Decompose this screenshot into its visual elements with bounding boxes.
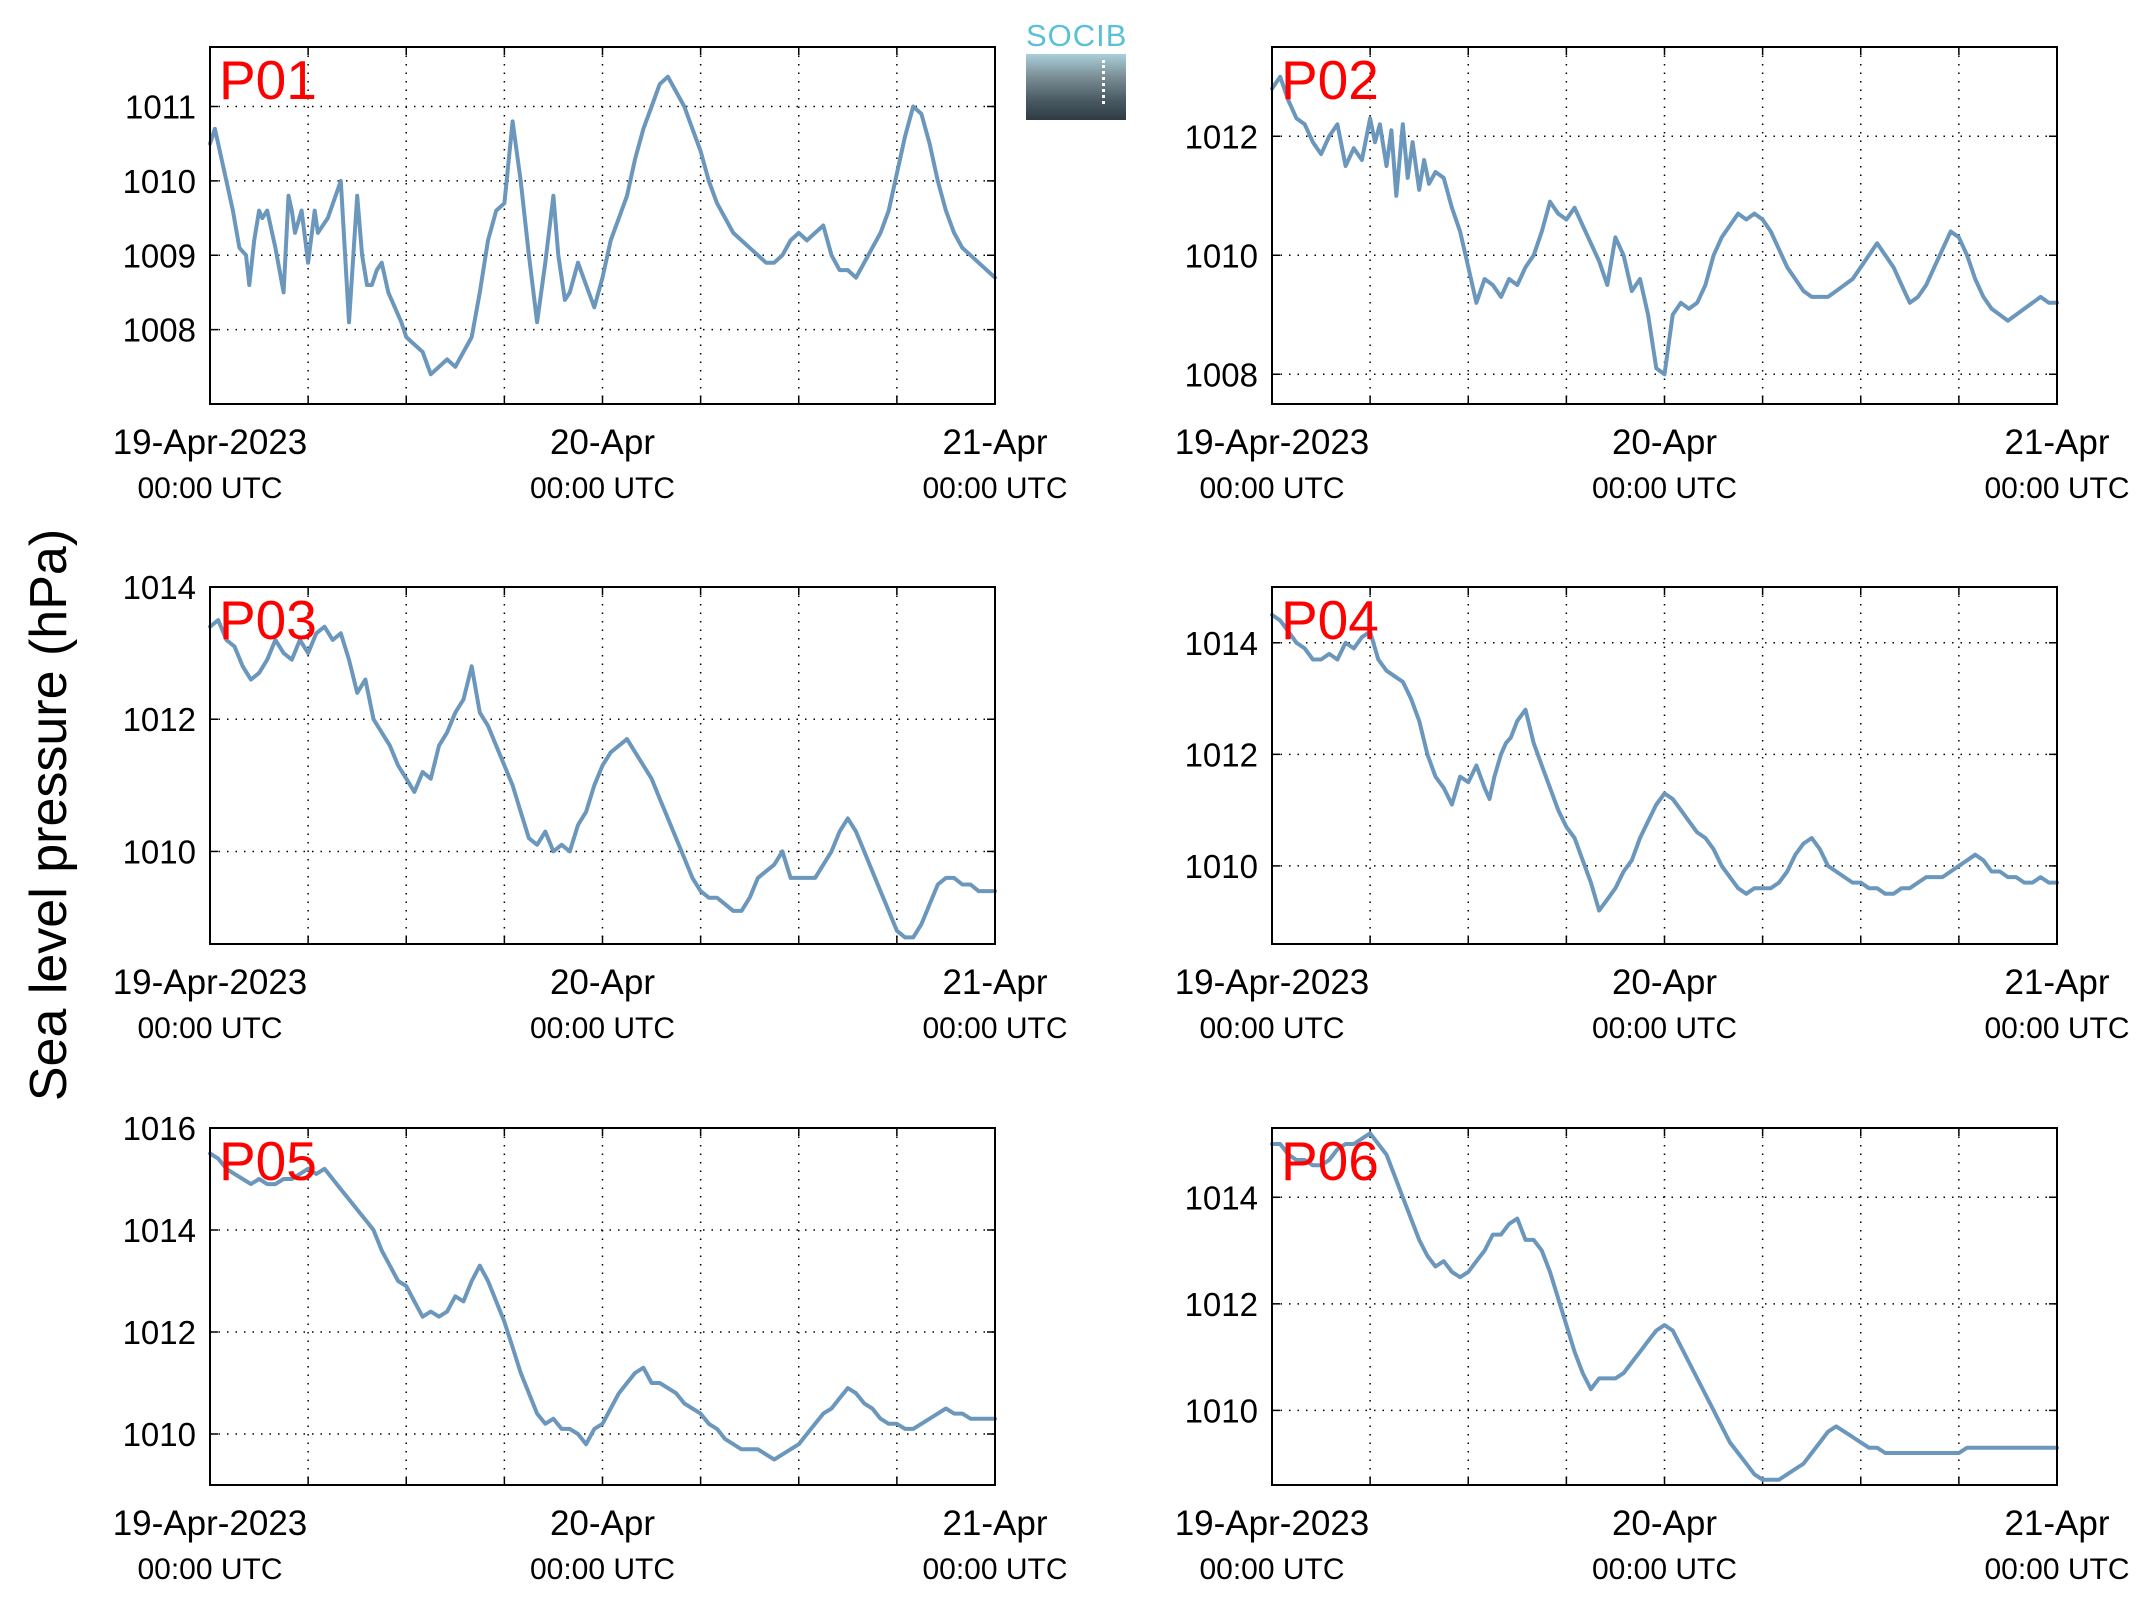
- y-tick-label: 1010: [123, 833, 196, 870]
- x-tick-time-label: 00:00 UTC: [1984, 1012, 2129, 1045]
- x-tick-time-label: 00:00 UTC: [922, 472, 1067, 505]
- panel-label: P01: [219, 49, 317, 111]
- ylabel-text: Sea level pressure (hPa): [20, 529, 78, 1101]
- x-tick-date-label: 20-Apr: [1612, 423, 1717, 462]
- y-tick-label: 1008: [123, 312, 196, 349]
- y-tick-label: 1012: [123, 701, 196, 738]
- x-tick-date-label: 19-Apr-2023: [1175, 963, 1370, 1002]
- axes-frame: [209, 586, 996, 945]
- series-line-p02: [1270, 74, 2059, 377]
- figure-ylabel: Sea level pressure (hPa): [0, 0, 80, 1613]
- axes-frame: [1271, 1127, 2058, 1486]
- y-tick-label: 1010: [1185, 848, 1258, 885]
- x-tick-time-label: 00:00 UTC: [1592, 472, 1737, 505]
- series-line-p06: [1270, 1131, 2059, 1482]
- x-tick-time-label: 00:00 UTC: [1984, 1553, 2129, 1586]
- x-tick-time-label: 00:00 UTC: [530, 472, 675, 505]
- panel-label: P06: [1281, 1130, 1379, 1192]
- x-tick-date-label: 19-Apr-2023: [113, 423, 308, 462]
- x-tick-date-label: 20-Apr: [550, 1504, 655, 1543]
- x-tick-time-label: 00:00 UTC: [137, 472, 282, 505]
- y-tick-label: 1012: [123, 1314, 196, 1351]
- x-tick-time-label: 00:00 UTC: [922, 1012, 1067, 1045]
- axes-frame: [209, 1127, 996, 1486]
- chart-panel-p01: 1008 1009 1010 1011 19-Apr-2023 00:00 UTC 20-A…: [113, 46, 1068, 505]
- x-tick-time-label: 00:00 UTC: [1592, 1012, 1737, 1045]
- x-tick-date-label: 20-Apr: [550, 963, 655, 1002]
- series-line-p03: [208, 618, 997, 940]
- x-tick-time-label: 00:00 UTC: [1199, 472, 1344, 505]
- x-tick-date-label: 19-Apr-2023: [113, 1504, 308, 1543]
- panel-label: P02: [1281, 49, 1379, 111]
- x-tick-date-label: 21-Apr: [2004, 423, 2109, 462]
- x-tick-time-label: 00:00 UTC: [137, 1553, 282, 1586]
- x-tick-time-label: 00:00 UTC: [922, 1553, 1067, 1586]
- logo-graphic: [1026, 54, 1126, 120]
- x-tick-time-label: 00:00 UTC: [530, 1012, 675, 1045]
- panel-label: P03: [219, 589, 317, 651]
- x-tick-date-label: 20-Apr: [550, 423, 655, 462]
- x-tick-date-label: 19-Apr-2023: [113, 963, 308, 1002]
- y-tick-label: 1009: [123, 237, 196, 274]
- x-tick-time-label: 00:00 UTC: [1199, 1553, 1344, 1586]
- y-tick-label: 1014: [123, 569, 196, 606]
- x-tick-time-label: 00:00 UTC: [137, 1012, 282, 1045]
- x-tick-date-label: 20-Apr: [1612, 1504, 1717, 1543]
- x-tick-date-label: 20-Apr: [1612, 963, 1717, 1002]
- chart-panel-p06: 1010 1012 1014 19-Apr-2023 00:00 UTC 20-Apr 00…: [1175, 1127, 2130, 1586]
- x-tick-time-label: 00:00 UTC: [1592, 1553, 1737, 1586]
- chart-panel-p03: 1010 1012 1014 19-Apr-2023 00:00 UTC 20-Apr 00…: [113, 569, 1068, 1045]
- ylabel-svg: Sea level pressure (hPa): [20, 529, 78, 1101]
- socib-logo: SOCIB: [1026, 18, 1128, 120]
- chart-panel-p04: 1010 1012 1014 19-Apr-2023 00:00 UTC 20-Apr 00…: [1175, 586, 2130, 1045]
- x-tick-date-label: 21-Apr: [2004, 1504, 2109, 1543]
- series-line-p05: [208, 1151, 997, 1462]
- y-tick-label: 1012: [1185, 118, 1258, 155]
- chart-panel-p05: 1010 1012 1014 1016 19-Apr-2023 00:00 UTC 20-A…: [113, 1110, 1068, 1586]
- x-tick-date-label: 21-Apr: [942, 423, 1047, 462]
- panel-label: P04: [1281, 589, 1379, 651]
- x-tick-date-label: 21-Apr: [942, 963, 1047, 1002]
- y-tick-label: 1011: [125, 89, 196, 126]
- series-line-p04: [1270, 612, 2059, 913]
- x-tick-date-label: 19-Apr-2023: [1175, 1504, 1370, 1543]
- panel-label: P05: [219, 1130, 317, 1192]
- x-tick-time-label: 00:00 UTC: [1984, 472, 2129, 505]
- axes-frame: [1271, 46, 2058, 405]
- x-tick-time-label: 00:00 UTC: [1199, 1012, 1344, 1045]
- y-tick-label: 1010: [1185, 1392, 1258, 1429]
- y-tick-label: 1010: [123, 1416, 196, 1453]
- y-tick-label: 1010: [123, 163, 196, 200]
- y-tick-label: 1010: [1185, 237, 1258, 274]
- x-tick-date-label: 21-Apr: [2004, 963, 2109, 1002]
- y-tick-label: 1014: [1185, 1179, 1258, 1216]
- x-tick-time-label: 00:00 UTC: [530, 1553, 675, 1586]
- chart-panel-p02: 1008 1010 1012 19-Apr-2023 00:00 UTC 20-Apr 00…: [1175, 46, 2130, 505]
- y-tick-label: 1012: [1185, 736, 1258, 773]
- logo-text: SOCIB: [1026, 18, 1128, 53]
- y-tick-label: 1014: [123, 1212, 196, 1249]
- y-tick-label: 1016: [123, 1110, 196, 1147]
- series-line-p01: [208, 74, 997, 377]
- axes-frame: [1271, 586, 2058, 945]
- y-tick-label: 1008: [1185, 356, 1258, 393]
- x-tick-date-label: 21-Apr: [942, 1504, 1047, 1543]
- y-tick-label: 1012: [1185, 1286, 1258, 1323]
- axes-frame: [209, 46, 996, 405]
- x-tick-date-label: 19-Apr-2023: [1175, 423, 1370, 462]
- y-tick-label: 1014: [1185, 625, 1258, 662]
